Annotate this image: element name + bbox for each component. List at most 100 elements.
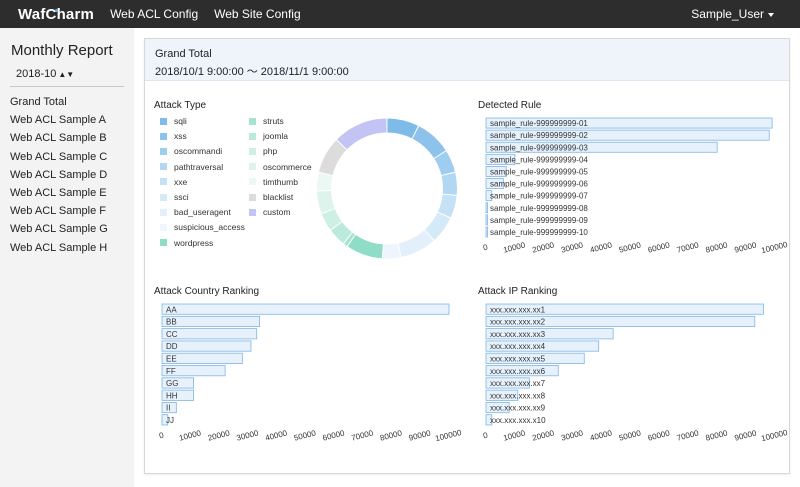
legend-swatch	[249, 208, 256, 216]
bar-sample-rule-999999999-06[interactable]	[485, 178, 504, 190]
donut-slice-pathtraversal[interactable]	[441, 172, 457, 195]
bar-sample-rule-999999999-01[interactable]	[485, 117, 773, 129]
legend-item-bad-useragent[interactable]: bad_useragent	[160, 207, 231, 217]
bar-label-jj: JJ	[166, 416, 174, 425]
legend-swatch	[249, 147, 256, 155]
bar-label-xxx-xxx-xxx-xx8: xxx.xxx.xxx.xx8	[490, 391, 546, 400]
bar-sample-rule-999999999-04[interactable]	[485, 153, 516, 165]
donut-slice-blacklist[interactable]	[319, 140, 347, 176]
bar-label-sample-rule-999999999-04: sample_rule-999999999-04	[490, 155, 588, 164]
bar-sample-rule-999999999-07[interactable]	[485, 190, 493, 202]
bar-xxx-xxx-xxx-xx6[interactable]	[485, 365, 559, 377]
legend-swatch	[160, 239, 167, 247]
legend-swatch	[160, 132, 167, 140]
bar-xxx-xxx-xxx-x10[interactable]	[485, 414, 493, 426]
legend-item-struts[interactable]: struts	[249, 116, 284, 126]
bar-bb[interactable]	[161, 315, 260, 327]
sidebar-item-web-acl-sample-h[interactable]: Web ACL Sample H	[10, 241, 108, 254]
main-content: Grand Total 2018/10/1 9:00:00 〜 2018/11/…	[134, 28, 800, 487]
donut-slice-custom[interactable]	[337, 118, 387, 150]
bar-aa[interactable]	[161, 303, 450, 315]
logo-dot-icon	[55, 8, 58, 12]
brand-logo[interactable]: WafCharm	[18, 6, 94, 23]
bar-sample-rule-999999999-09[interactable]	[485, 214, 488, 226]
legend-label: joomla	[263, 131, 289, 142]
attack-ip-bar-chart: xxx.xxx.xxx.xx1 xxx.xxx.xxx.xx2 xxx.xxx.xx…	[482, 303, 789, 443]
bar-xxx-xxx-xxx-xx5[interactable]	[485, 352, 585, 364]
sidebar-item-grand-total[interactable]: Grand Total	[10, 96, 67, 108]
legend-item-timthumb[interactable]: timthumb	[249, 177, 298, 187]
sidebar-item-web-acl-sample-c[interactable]: Web ACL Sample C	[10, 150, 108, 163]
bar-xxx-xxx-xxx-xx7[interactable]	[485, 377, 530, 389]
bar-ii[interactable]	[161, 402, 177, 414]
donut-slice-timthumb[interactable]	[317, 172, 333, 191]
legend-item-oscommandi[interactable]: oscommandi	[160, 146, 222, 156]
bar-dd[interactable]	[161, 340, 252, 352]
sidebar-divider	[10, 86, 124, 87]
donut-slice-sqli[interactable]	[387, 118, 419, 139]
nav-web-site-config[interactable]: Web Site Config	[214, 7, 301, 21]
bar-label-ee: EE	[166, 355, 177, 364]
attack-type-donut-chart	[317, 118, 457, 259]
bar-jj[interactable]	[161, 414, 169, 426]
brand-name: WafCharm	[18, 5, 95, 23]
legend-item-sqli[interactable]: sqli	[160, 116, 187, 126]
donut-slice-bad-useragent[interactable]	[398, 230, 434, 257]
donut-slice-wordpress[interactable]	[347, 234, 383, 259]
donut-slice-oscommerce[interactable]	[317, 190, 335, 214]
bar-hh[interactable]	[161, 389, 194, 401]
bar-sample-rule-999999999-02[interactable]	[485, 129, 770, 141]
sidebar-item-web-acl-sample-f[interactable]: Web ACL Sample F	[10, 205, 106, 218]
legend-item-custom[interactable]: custom	[249, 207, 290, 217]
donut-slice-xxe[interactable]	[438, 194, 457, 218]
user-menu[interactable]: Sample_User	[691, 7, 774, 21]
donut-slice-ssci[interactable]	[424, 212, 451, 241]
bar-sample-rule-999999999-08[interactable]	[485, 202, 488, 214]
donut-slice-struts[interactable]	[344, 232, 355, 246]
bar-sample-rule-999999999-05[interactable]	[485, 166, 507, 177]
donut-slice-joomla[interactable]	[331, 222, 352, 244]
legend-item-suspicious-access[interactable]: suspicious_access	[160, 222, 245, 232]
sidebar-list: Grand Total Web ACL Sample A Web ACL Sam…	[10, 93, 108, 257]
sidebar-item-web-acl-sample-d[interactable]: Web ACL Sample D	[10, 168, 108, 181]
bar-xxx-xxx-xxx-xx4[interactable]	[485, 340, 600, 352]
legend-item-php[interactable]: php	[249, 146, 277, 156]
bar-label-gg: GG	[166, 379, 178, 388]
legend-item-blacklist[interactable]: blacklist	[249, 192, 293, 202]
sidebar-item-web-acl-sample-b[interactable]: Web ACL Sample B	[10, 132, 107, 145]
nav-web-acl-config[interactable]: Web ACL Config	[110, 7, 199, 21]
report-header: Grand Total 2018/10/1 9:00:00 〜 2018/11/…	[145, 39, 789, 81]
bar-sample-rule-999999999-10[interactable]	[485, 226, 488, 238]
sidebar-item-web-acl-sample-g[interactable]: Web ACL Sample G	[10, 223, 108, 236]
month-select-value: 2018-10	[16, 68, 57, 80]
bar-label-xxx-xxx-xxx-xx9: xxx.xxx.xxx.xx9	[490, 404, 546, 413]
bar-cc[interactable]	[161, 328, 258, 340]
sidebar-item-web-acl-sample-a[interactable]: Web ACL Sample A	[10, 114, 106, 127]
bar-sample-rule-999999999-03[interactable]	[485, 141, 718, 153]
bar-ff[interactable]	[161, 365, 226, 377]
legend-item-oscommerce[interactable]: oscommerce	[249, 162, 312, 172]
donut-slice-oscommandi[interactable]	[434, 151, 455, 176]
top-navbar: WafCharm Web ACL Config Web Site Config …	[0, 0, 800, 28]
legend-item-ssci[interactable]: ssci	[160, 192, 189, 202]
donut-slice-xss[interactable]	[412, 126, 446, 158]
legend-label: xss	[174, 131, 187, 142]
bar-xxx-xxx-xxx-xx9[interactable]	[485, 402, 510, 414]
legend-item-xss[interactable]: xss	[160, 131, 187, 141]
bar-label-cc: CC	[166, 330, 178, 339]
month-select[interactable]: 2018-10 ▲▼	[16, 68, 74, 80]
bar-gg[interactable]	[161, 377, 194, 389]
legend-item-wordpress[interactable]: wordpress	[160, 238, 213, 248]
donut-slice-suspicious-access[interactable]	[382, 243, 401, 259]
bar-label-dd: DD	[166, 342, 178, 351]
bar-xxx-xxx-xxx-xx2[interactable]	[485, 315, 756, 327]
bar-xxx-xxx-xxx-xx3[interactable]	[485, 328, 614, 340]
bar-xxx-xxx-xxx-xx1[interactable]	[485, 303, 764, 315]
bar-ee[interactable]	[161, 352, 243, 364]
legend-item-pathtraversal[interactable]: pathtraversal	[160, 162, 223, 172]
legend-item-xxe[interactable]: xxe	[160, 177, 187, 187]
bar-xxx-xxx-xxx-xx8[interactable]	[485, 389, 519, 401]
sidebar-item-web-acl-sample-e[interactable]: Web ACL Sample E	[10, 186, 107, 199]
legend-item-joomla[interactable]: joomla	[249, 131, 288, 141]
donut-slice-php[interactable]	[321, 209, 342, 230]
